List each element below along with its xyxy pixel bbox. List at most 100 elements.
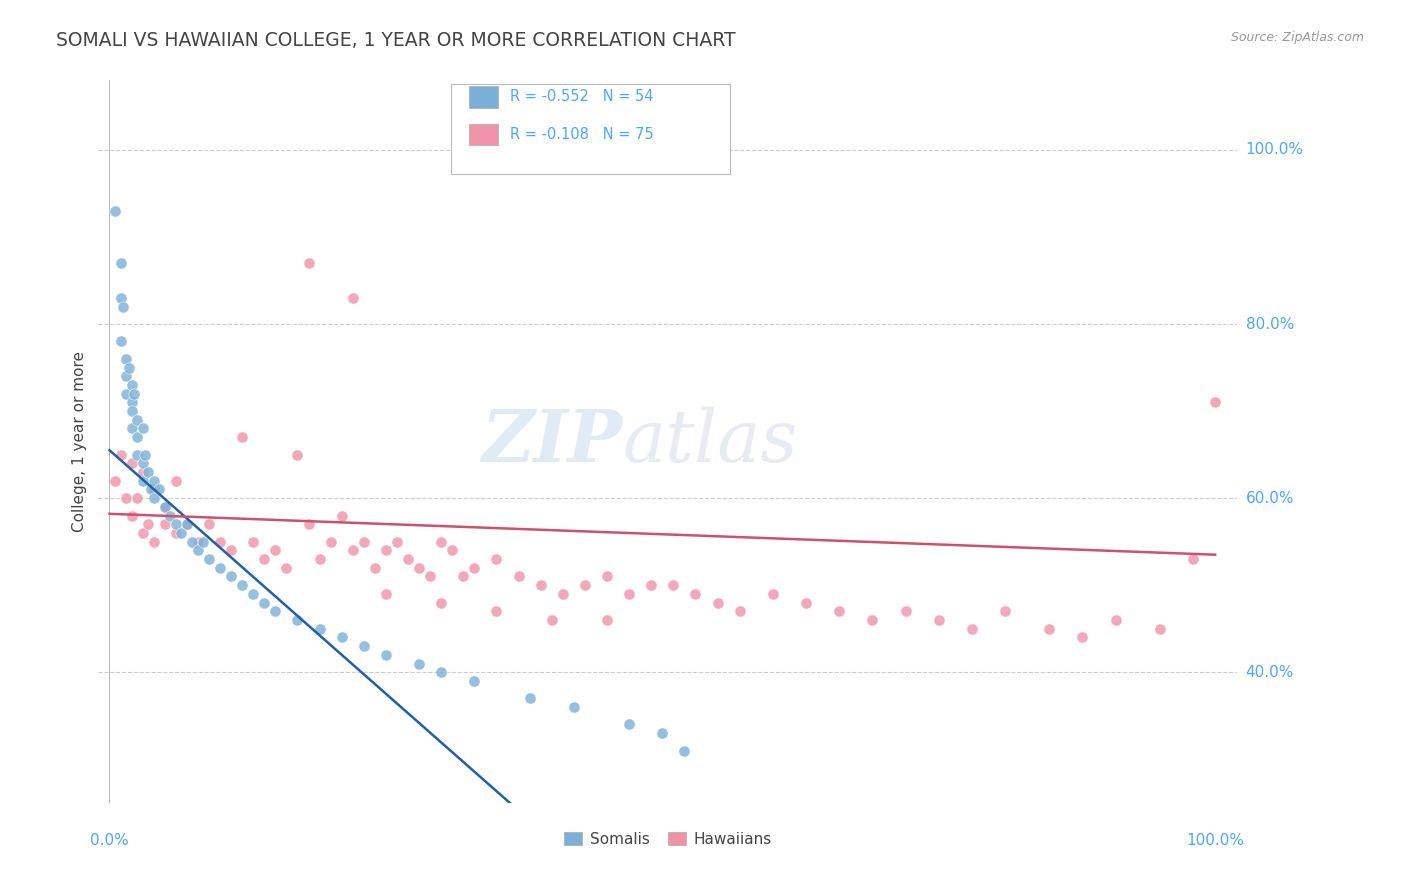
- Point: [142, 534, 165, 549]
- Point: [219, 543, 242, 558]
- Point: [165, 474, 187, 488]
- Text: ZIP: ZIP: [481, 406, 623, 477]
- FancyBboxPatch shape: [468, 124, 498, 145]
- Point: [111, 300, 134, 314]
- Point: [330, 508, 353, 523]
- Text: 60.0%: 60.0%: [1246, 491, 1294, 506]
- Point: [762, 587, 785, 601]
- Point: [276, 561, 298, 575]
- Text: Source: ZipAtlas.com: Source: ZipAtlas.com: [1230, 31, 1364, 45]
- Point: [115, 351, 138, 366]
- Point: [153, 517, 176, 532]
- Text: 40.0%: 40.0%: [1246, 665, 1294, 680]
- Point: [960, 622, 983, 636]
- FancyBboxPatch shape: [451, 84, 731, 174]
- Point: [728, 604, 751, 618]
- Point: [187, 543, 209, 558]
- Point: [242, 587, 264, 601]
- Point: [115, 386, 138, 401]
- Point: [193, 534, 215, 549]
- Point: [1038, 622, 1060, 636]
- Point: [353, 534, 375, 549]
- Point: [131, 474, 153, 488]
- Point: [231, 430, 253, 444]
- Point: [142, 483, 165, 497]
- Point: [617, 717, 640, 731]
- Text: R = -0.552   N = 54: R = -0.552 N = 54: [509, 89, 652, 104]
- Point: [463, 673, 485, 688]
- Point: [430, 534, 453, 549]
- Point: [651, 726, 673, 740]
- Point: [110, 256, 132, 270]
- Point: [385, 534, 408, 549]
- FancyBboxPatch shape: [468, 86, 498, 108]
- Point: [374, 648, 396, 662]
- Point: [685, 587, 707, 601]
- Point: [430, 665, 453, 680]
- Point: [121, 456, 143, 470]
- Point: [928, 613, 950, 627]
- Point: [640, 578, 662, 592]
- Point: [551, 587, 574, 601]
- Point: [159, 508, 181, 523]
- Text: SOMALI VS HAWAIIAN COLLEGE, 1 YEAR OR MORE CORRELATION CHART: SOMALI VS HAWAIIAN COLLEGE, 1 YEAR OR MO…: [56, 31, 735, 50]
- Text: 80.0%: 80.0%: [1246, 317, 1294, 332]
- Point: [860, 613, 883, 627]
- Point: [430, 596, 453, 610]
- Point: [662, 578, 685, 592]
- Point: [287, 448, 309, 462]
- Point: [148, 483, 170, 497]
- Point: [308, 622, 330, 636]
- Point: [104, 474, 127, 488]
- Point: [353, 639, 375, 653]
- Point: [596, 569, 619, 583]
- Point: [131, 525, 153, 540]
- Legend: Somalis, Hawaiians: Somalis, Hawaiians: [558, 826, 778, 853]
- Point: [562, 700, 585, 714]
- Point: [104, 203, 127, 218]
- Point: [828, 604, 851, 618]
- Point: [508, 569, 530, 583]
- Point: [121, 404, 143, 418]
- Point: [374, 587, 396, 601]
- Point: [153, 500, 176, 514]
- Point: [519, 691, 541, 706]
- Point: [187, 534, 209, 549]
- Point: [396, 552, 419, 566]
- Point: [374, 543, 396, 558]
- Point: [127, 430, 149, 444]
- Point: [231, 578, 253, 592]
- Point: [153, 500, 176, 514]
- Point: [165, 517, 187, 532]
- Point: [330, 631, 353, 645]
- Point: [181, 534, 204, 549]
- Point: [308, 552, 330, 566]
- Point: [297, 256, 319, 270]
- Point: [540, 613, 562, 627]
- Point: [253, 596, 276, 610]
- Point: [121, 421, 143, 435]
- Point: [1204, 395, 1226, 409]
- Point: [176, 517, 198, 532]
- Text: 100.0%: 100.0%: [1246, 143, 1303, 157]
- Point: [408, 561, 430, 575]
- Point: [485, 604, 508, 618]
- Point: [264, 543, 287, 558]
- Point: [122, 386, 145, 401]
- Point: [209, 561, 232, 575]
- Point: [110, 448, 132, 462]
- Point: [142, 491, 165, 505]
- Point: [994, 604, 1017, 618]
- Point: [1071, 631, 1094, 645]
- Point: [794, 596, 817, 610]
- Point: [894, 604, 917, 618]
- Point: [115, 491, 138, 505]
- Point: [287, 613, 309, 627]
- Point: [253, 552, 276, 566]
- Point: [118, 360, 141, 375]
- Point: [706, 596, 728, 610]
- Point: [419, 569, 441, 583]
- Point: [127, 413, 149, 427]
- Point: [463, 561, 485, 575]
- Point: [441, 543, 464, 558]
